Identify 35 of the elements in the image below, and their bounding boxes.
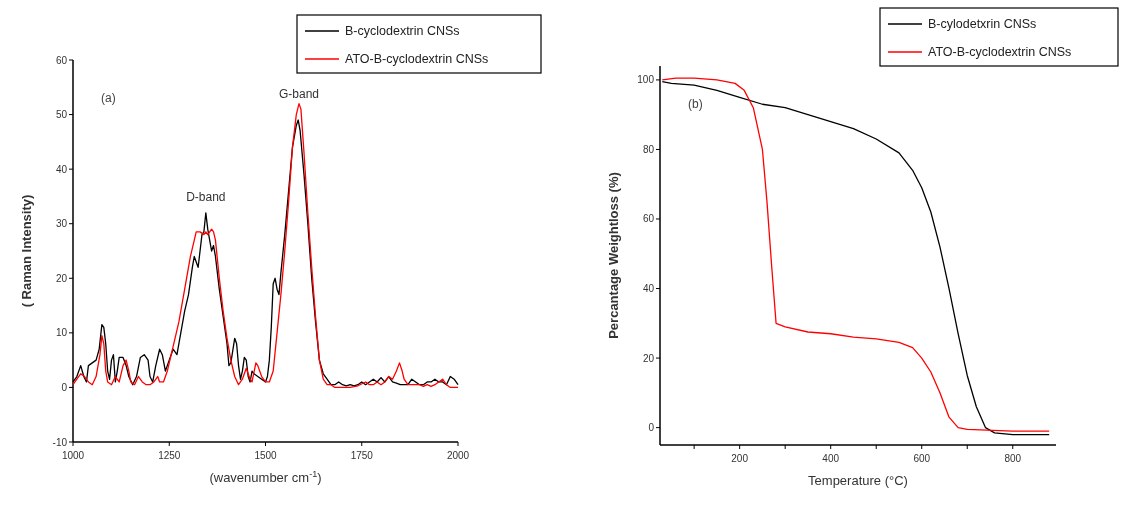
legend-label: ATO-B-cyclodextrin CNSs xyxy=(928,45,1072,60)
x-tick-label: 800 xyxy=(1004,453,1022,464)
y-axis-title: Percantage Weightloss (%) xyxy=(606,172,621,339)
annotation: D-band xyxy=(186,190,226,205)
y-tick-label: 40 xyxy=(642,283,655,295)
y-tick-label: -10 xyxy=(52,436,68,448)
x-tick-label: 1000 xyxy=(61,450,85,461)
x-tick-label: 1750 xyxy=(350,450,374,461)
annotation: (a) xyxy=(101,91,116,105)
annotation: (b) xyxy=(688,97,703,111)
y-tick-label: 20 xyxy=(642,352,655,364)
y-tick-label: 60 xyxy=(642,213,655,225)
y-tick-label: 60 xyxy=(55,54,68,66)
x-tick-label: 400 xyxy=(822,453,840,464)
y-tick-label: 40 xyxy=(55,163,68,175)
x-tick-label: 1250 xyxy=(158,450,181,461)
y-axis-title: ( Raman Intensity) xyxy=(19,194,34,308)
y-tick-label: 0 xyxy=(648,422,655,434)
x-tick-label: 200 xyxy=(731,453,749,464)
x-tick-label: 1500 xyxy=(254,450,278,461)
x-axis-title: Temperature (°C) xyxy=(808,473,908,488)
x-axis-title: (wavenumber cm$^{-1}$) xyxy=(209,469,322,485)
annotation: G-band xyxy=(278,86,320,101)
legend-label: B-cylodetxrin CNSs xyxy=(928,17,1037,32)
legend-label: ATO-B-cyclodextrin CNSs xyxy=(345,52,489,67)
legend-label: B-cyclodextrin CNSs xyxy=(345,24,460,39)
x-tick-label: 600 xyxy=(913,453,931,464)
y-tick-label: 50 xyxy=(55,109,68,121)
y-tick-label: 10 xyxy=(55,327,68,339)
y-tick-label: 0 xyxy=(61,381,68,393)
y-tick-label: 80 xyxy=(642,143,655,155)
y-tick-label: 30 xyxy=(55,218,68,230)
y-tick-label: 20 xyxy=(55,272,68,284)
x-tick-label: 2000 xyxy=(446,450,470,461)
y-tick-label: 100 xyxy=(637,74,655,86)
